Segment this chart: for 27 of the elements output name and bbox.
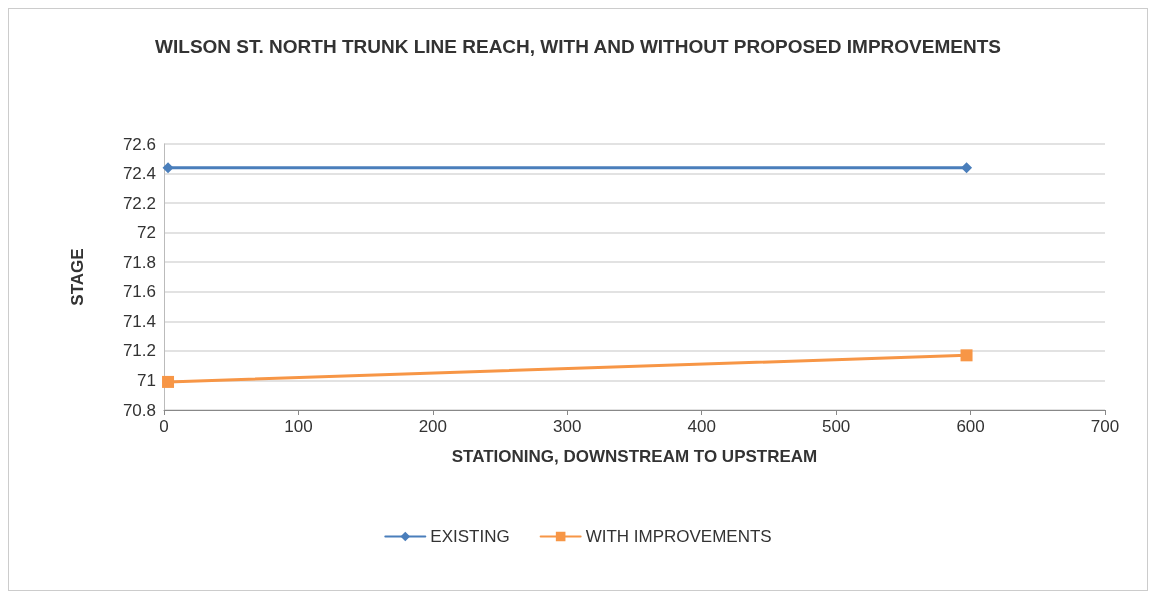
y-tick-label: 72 bbox=[137, 223, 156, 243]
y-tick-label: 71 bbox=[137, 370, 156, 390]
point bbox=[961, 162, 973, 174]
point bbox=[162, 162, 174, 174]
y-tick-label: 71.4 bbox=[122, 311, 156, 331]
y-axis-title: STAGE bbox=[68, 248, 87, 306]
point bbox=[960, 349, 973, 362]
y-tick-label: 72.2 bbox=[122, 193, 156, 213]
x-tick-label: 600 bbox=[956, 417, 985, 436]
x-tick-label: 700 bbox=[1090, 417, 1120, 436]
x-axis-title: STATIONING, DOWNSTREAM TO UPSTREAM bbox=[451, 447, 818, 466]
chart-title: WILSON ST. NORTH TRUNK LINE REACH, WITH AND WITHOUT PROPOSED IMPROVEMENTS bbox=[155, 36, 1001, 57]
x-tick-label: 100 bbox=[284, 417, 313, 436]
y-tick-label: 71.2 bbox=[122, 341, 156, 361]
y-tick-label: 71.6 bbox=[122, 282, 156, 302]
y-tick-label: 72.6 bbox=[122, 134, 156, 154]
x-tick-label: 0 bbox=[159, 417, 169, 436]
legend-label: WITH IMPROVEMENTS bbox=[585, 527, 772, 546]
y-tick-label: 72.4 bbox=[122, 164, 156, 184]
x-tick-label: 200 bbox=[418, 417, 448, 436]
x-tick-label: 500 bbox=[821, 417, 851, 436]
y-tick-label: 70.8 bbox=[122, 400, 156, 420]
x-tick-label: 300 bbox=[553, 417, 582, 436]
y-tick-label: 71.8 bbox=[122, 252, 156, 272]
x-tick-label: 400 bbox=[687, 417, 716, 436]
legend-label: EXISTING bbox=[430, 527, 510, 546]
point bbox=[162, 375, 175, 388]
